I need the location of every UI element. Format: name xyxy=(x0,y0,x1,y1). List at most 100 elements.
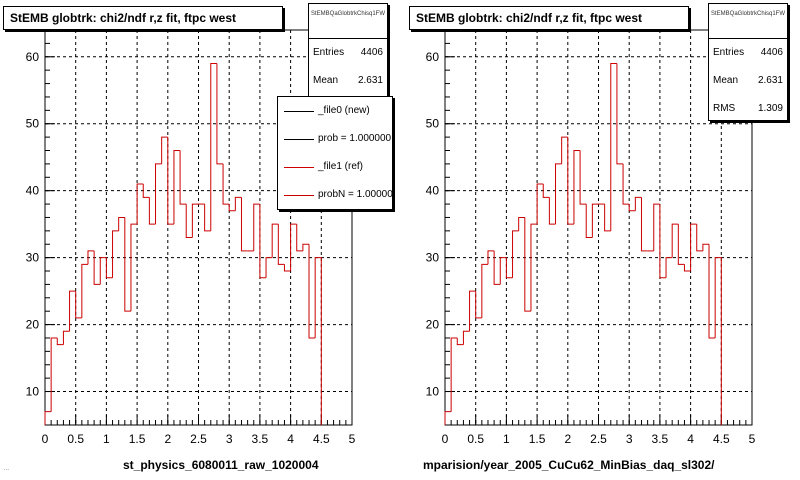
x-tick-label: 2 xyxy=(164,432,171,446)
histogram-bin xyxy=(542,183,550,198)
y-tick-label: 40 xyxy=(26,184,40,198)
histogram-bin xyxy=(640,197,648,252)
legend-label: _file1 (ref) xyxy=(318,161,364,172)
histogram-bin xyxy=(75,291,82,319)
histogram-bin xyxy=(271,223,279,258)
histogram-bin xyxy=(136,183,144,225)
stats-box: StEMBQaGlobtrkChisq1FW Entries 4406 Mean… xyxy=(708,3,788,121)
legend-entry: _file1 (ref) xyxy=(278,153,392,181)
histogram-bin xyxy=(216,63,224,165)
histogram-bin xyxy=(161,136,168,164)
histogram-bin xyxy=(277,224,285,265)
histogram-bin xyxy=(524,217,531,312)
histogram-bin xyxy=(259,204,267,279)
stats-value: 2.631 xyxy=(757,75,783,86)
stats-value: 1.309 xyxy=(757,103,783,114)
histogram-bin xyxy=(653,203,660,251)
histogram-bin xyxy=(481,263,488,318)
x-tick-label: 5 xyxy=(349,432,356,446)
x-tick-label: 3 xyxy=(226,432,233,446)
x-tick-label: 4 xyxy=(287,432,294,446)
x-tick-label: 2.5 xyxy=(590,432,607,446)
legend-entry: prob = 1.000000 xyxy=(278,125,392,153)
histogram-bin xyxy=(130,223,138,312)
histogram-bin xyxy=(499,257,507,285)
histogram-plot-left: 0 0.5 1 1.5 2 2.5 3 3.5 4 4.5 5 10 20 30 40 50 60 xyxy=(26,29,356,446)
histogram-bin xyxy=(487,250,495,265)
stats-name: StEMBQaGlobtrkChisq1FW xyxy=(709,4,787,39)
plot-frame xyxy=(444,29,753,426)
stats-row-rms: RMS 1.309 xyxy=(709,95,787,123)
histogram-bin xyxy=(475,291,482,319)
histogram-bin xyxy=(702,243,710,251)
histogram-bin xyxy=(167,137,174,225)
y-tick-label: 60 xyxy=(426,50,440,64)
stats-value: 2.631 xyxy=(357,75,383,86)
legend-entry: probN = 1.000000 xyxy=(278,181,392,209)
histogram-bin xyxy=(314,257,322,425)
histogram-bin xyxy=(283,264,291,272)
histogram-bin xyxy=(462,330,470,345)
histogram-bin xyxy=(112,230,119,278)
x-tick-label: 4 xyxy=(687,432,694,446)
histogram-bin xyxy=(62,330,70,345)
histogram-bin xyxy=(659,204,667,279)
x-tick-label: 3.5 xyxy=(252,432,269,446)
legend-label: prob = 1.000000 xyxy=(318,133,392,144)
stats-box: StEMBQaGlobtrkChisq1FW Entries 4406 Mean… xyxy=(308,3,388,103)
stats-value: 4406 xyxy=(760,47,783,58)
histogram-bin xyxy=(512,230,519,278)
y-tick-label: 10 xyxy=(426,385,440,399)
histogram-bin xyxy=(265,257,273,278)
stats-label: RMS xyxy=(713,103,736,114)
legend-box: _file0 (new) prob = 1.000000 _file1 (ref… xyxy=(277,96,393,210)
histogram-bin xyxy=(222,163,230,205)
x-tick-label: 1 xyxy=(503,432,510,446)
histogram-bin xyxy=(610,62,617,231)
histogram-bin xyxy=(296,224,303,252)
stats-label: Mean xyxy=(713,75,739,86)
histogram-bin xyxy=(118,216,125,231)
histogram-bin xyxy=(579,150,587,205)
histogram-bin xyxy=(505,257,513,279)
histogram-bin xyxy=(628,204,636,212)
histogram-bin xyxy=(708,244,716,339)
histogram-bin xyxy=(124,217,131,312)
histogram-bin xyxy=(290,223,297,272)
y-tick-label: 10 xyxy=(26,385,40,399)
x-tick-label: 0 xyxy=(42,432,49,446)
histogram-bin xyxy=(585,204,593,239)
histogram-bin xyxy=(622,163,630,205)
histogram-bin xyxy=(444,411,452,425)
y-tick-label: 40 xyxy=(426,184,440,198)
histogram-bin xyxy=(173,150,181,225)
histogram-panel-right: 0 0.5 1 1.5 2 2.5 3 3.5 4 4.5 5 10 20 30 40 50 60 StEMB … xyxy=(400,0,800,480)
histogram-bin xyxy=(253,203,260,251)
x-tick-label: 1 xyxy=(103,432,110,446)
path-label: mparision/year_2005_CuCu62_MinBias_daq_s… xyxy=(423,458,715,472)
histogram-bin xyxy=(671,223,679,258)
legend-line-black xyxy=(284,111,314,112)
histogram-bin xyxy=(50,337,58,412)
histogram-bin xyxy=(456,337,464,346)
histogram-bin xyxy=(665,257,673,278)
y-tick-label: 20 xyxy=(26,318,40,332)
histogram-bin xyxy=(616,63,624,165)
stats-name: StEMBQaGlobtrkChisq1FW xyxy=(309,4,387,39)
x-tick-label: 0 xyxy=(442,432,449,446)
histogram-bin xyxy=(148,197,156,225)
histogram-bin xyxy=(567,137,574,225)
histogram-bin xyxy=(204,204,211,232)
histogram-bin xyxy=(696,224,703,252)
histogram-bin xyxy=(561,136,568,164)
histogram-bin xyxy=(44,411,52,425)
histogram-bin xyxy=(228,204,236,212)
histogram-bin xyxy=(469,290,476,332)
histogram-bin xyxy=(308,244,316,339)
stats-row-mean: Mean 2.631 xyxy=(309,67,387,95)
x-tick-label: 5 xyxy=(749,432,756,446)
stats-label: Entries xyxy=(313,47,345,58)
histogram-bin xyxy=(93,250,101,285)
histogram-bin xyxy=(155,163,162,225)
histogram-bin xyxy=(185,204,193,239)
